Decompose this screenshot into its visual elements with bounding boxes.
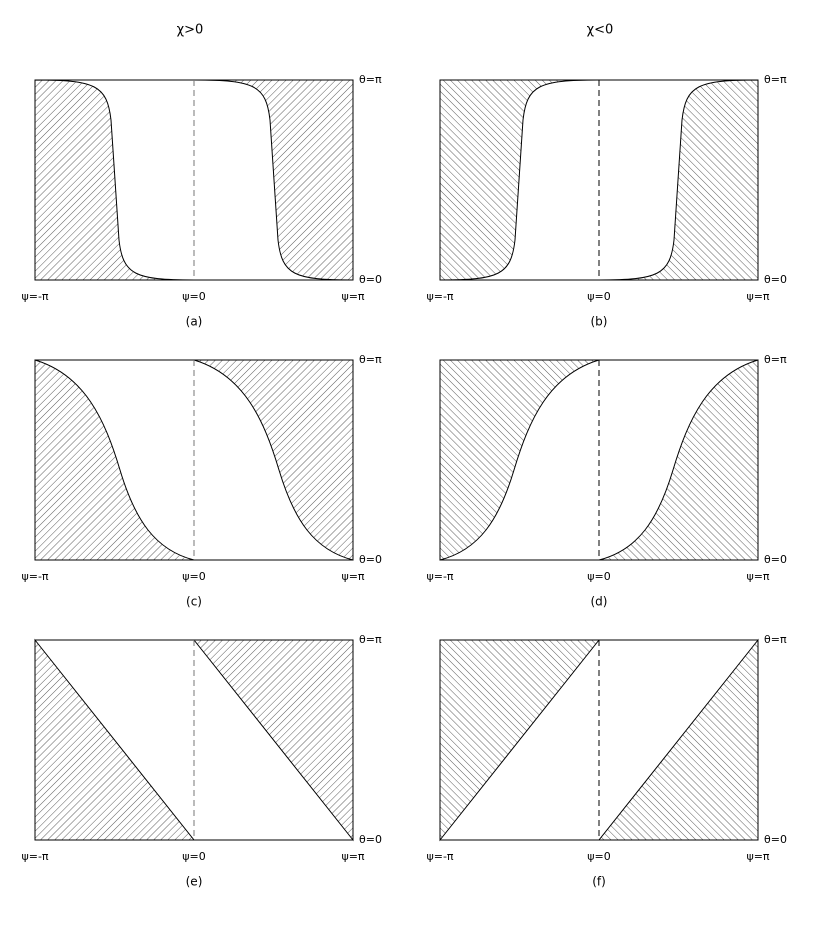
panel: ψ=-π ψ=0 ψ=π θ=π θ=0 (d) xyxy=(426,353,786,609)
x-label: ψ=-π xyxy=(21,290,48,303)
hatched-region xyxy=(597,638,759,841)
shift xyxy=(193,359,354,561)
hatched-region xyxy=(192,639,354,842)
hatched-region xyxy=(34,79,195,281)
x-label: ψ=-π xyxy=(426,850,453,863)
column-header: χ<0 xyxy=(587,23,614,38)
x-label: ψ=π xyxy=(341,850,364,863)
hatched-region xyxy=(598,359,759,561)
panel-label: (d) xyxy=(591,595,608,609)
hatched-regions xyxy=(34,359,354,561)
x-label: ψ=-π xyxy=(21,570,48,583)
y-label: θ=0 xyxy=(764,273,787,286)
hatched-region xyxy=(34,638,196,841)
x-label: ψ=0 xyxy=(182,570,205,583)
hatched-region xyxy=(193,79,354,281)
x-label: ψ=-π xyxy=(426,570,453,583)
hatched-region xyxy=(193,359,354,561)
x-label: ψ=π xyxy=(746,290,769,303)
y-label: θ=0 xyxy=(764,833,787,846)
hatched-regions xyxy=(439,79,759,281)
panel-label: (e) xyxy=(186,875,203,889)
y-label: θ=0 xyxy=(764,553,787,566)
x-label: ψ=0 xyxy=(182,850,205,863)
y-label: θ=π xyxy=(359,353,382,366)
panel-label: (a) xyxy=(186,315,203,329)
x-label: ψ=π xyxy=(341,570,364,583)
hatched-region xyxy=(439,79,600,281)
shift xyxy=(192,639,354,842)
y-label: θ=0 xyxy=(359,553,382,566)
x-label: ψ=0 xyxy=(587,850,610,863)
panel: ψ=-π ψ=0 ψ=π θ=π θ=0 (b) xyxy=(426,73,786,329)
x-label: ψ=0 xyxy=(182,290,205,303)
shift xyxy=(439,79,600,281)
hatched-regions xyxy=(34,79,354,281)
panel: ψ=-π ψ=0 ψ=π θ=π θ=0 (f) xyxy=(426,633,786,889)
panel-label: (b) xyxy=(591,315,608,329)
shift xyxy=(193,79,354,281)
panel: ψ=-π ψ=0 ψ=π θ=π θ=0 (c) xyxy=(21,353,381,609)
panel: ψ=-π ψ=0 ψ=π θ=π θ=0 (e) xyxy=(21,633,381,889)
panel: ψ=-π ψ=0 ψ=π θ=π θ=0 (a) xyxy=(21,73,381,329)
x-label: ψ=π xyxy=(746,850,769,863)
hatched-region xyxy=(598,79,759,281)
hatched-region xyxy=(34,359,195,561)
x-label: ψ=0 xyxy=(587,570,610,583)
x-label: ψ=π xyxy=(341,290,364,303)
x-label: ψ=-π xyxy=(426,290,453,303)
panel-label: (c) xyxy=(186,595,202,609)
x-label: ψ=-π xyxy=(21,850,48,863)
y-label: θ=π xyxy=(764,633,787,646)
y-label: θ=π xyxy=(764,73,787,86)
hatched-regions xyxy=(439,359,759,561)
column-header: χ>0 xyxy=(177,23,204,38)
hatched-region xyxy=(439,639,601,842)
panel-label: (f) xyxy=(592,875,606,889)
y-label: θ=π xyxy=(359,633,382,646)
x-label: ψ=0 xyxy=(587,290,610,303)
shift xyxy=(439,639,601,842)
y-label: θ=0 xyxy=(359,273,382,286)
x-label: ψ=π xyxy=(746,570,769,583)
y-label: θ=π xyxy=(359,73,382,86)
shift xyxy=(439,359,600,561)
hatched-region xyxy=(439,359,600,561)
y-label: θ=0 xyxy=(359,833,382,846)
y-label: θ=π xyxy=(764,353,787,366)
